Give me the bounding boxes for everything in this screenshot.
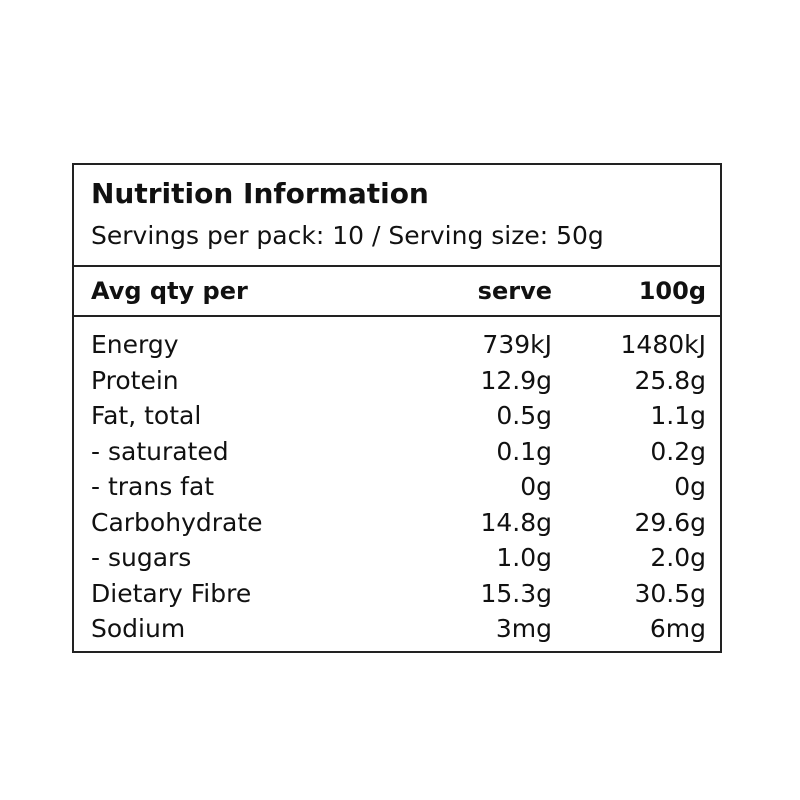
nutrient-name: - trans fat <box>91 472 215 501</box>
nutrient-value: 1.0g <box>496 543 552 572</box>
nutrient-value: 15.3g <box>480 578 552 608</box>
subtitle: Servings per pack: 10 / Serving size: 50… <box>91 221 604 250</box>
nutrient-name: Sodium <box>91 614 186 643</box>
nutrient-value: 14.8g <box>480 507 552 537</box>
nutrient-name: Carbohydrate <box>91 507 263 537</box>
nutrient-value: 0.1g <box>496 436 552 466</box>
nutrient-value: 1.1g <box>650 401 706 430</box>
nutrient-value: 2.0g <box>650 543 706 572</box>
table-row: Protein 12.9g 25.8g <box>74 366 720 401</box>
nutrient-name: Dietary Fibre <box>91 578 252 608</box>
nutrient-name: - saturated <box>91 436 229 466</box>
column-header: serve <box>477 277 552 305</box>
table-header: Avg qty per serve 100g <box>74 265 720 317</box>
nutrient-name: - sugars <box>91 543 192 572</box>
title: Nutrition Information <box>91 177 429 210</box>
nutrient-value: 25.8g <box>634 365 706 395</box>
column-header: 100g <box>638 277 706 305</box>
nutrition-panel: Nutrition Information Servings per pack:… <box>72 163 722 653</box>
nutrient-value: 29.6g <box>634 507 706 537</box>
table-row: - trans fat 0g 0g <box>74 472 720 507</box>
nutrient-value: 3mg <box>495 614 552 643</box>
table-row: Energy 739kJ 1480kJ <box>74 330 720 365</box>
nutrient-value: 12.9g <box>480 365 552 395</box>
table-row: - saturated 0.1g 0.2g <box>74 437 720 472</box>
table-row: Dietary Fibre 15.3g 30.5g <box>74 579 720 614</box>
nutrient-value: 0g <box>674 472 706 501</box>
table-row: - sugars 1.0g 2.0g <box>74 543 720 578</box>
nutrient-value: 0.2g <box>650 436 706 466</box>
nutrient-name: Fat, total <box>91 401 202 430</box>
nutrient-name: Energy <box>91 330 179 359</box>
table-row: Carbohydrate 14.8g 29.6g <box>74 508 720 543</box>
nutrient-name: Protein <box>91 365 179 395</box>
table-row: Fat, total 0.5g 1.1g <box>74 401 720 436</box>
nutrient-value: 0g <box>520 472 552 501</box>
table-row: Sodium 3mg 6mg <box>74 614 720 649</box>
nutrient-value: 6mg <box>649 614 706 643</box>
nutrient-value: 1480kJ <box>620 330 706 359</box>
nutrient-value: 0.5g <box>496 401 552 430</box>
nutrient-value: 30.5g <box>634 578 706 608</box>
nutrient-value: 739kJ <box>482 330 552 359</box>
column-header: Avg qty per <box>91 277 248 305</box>
